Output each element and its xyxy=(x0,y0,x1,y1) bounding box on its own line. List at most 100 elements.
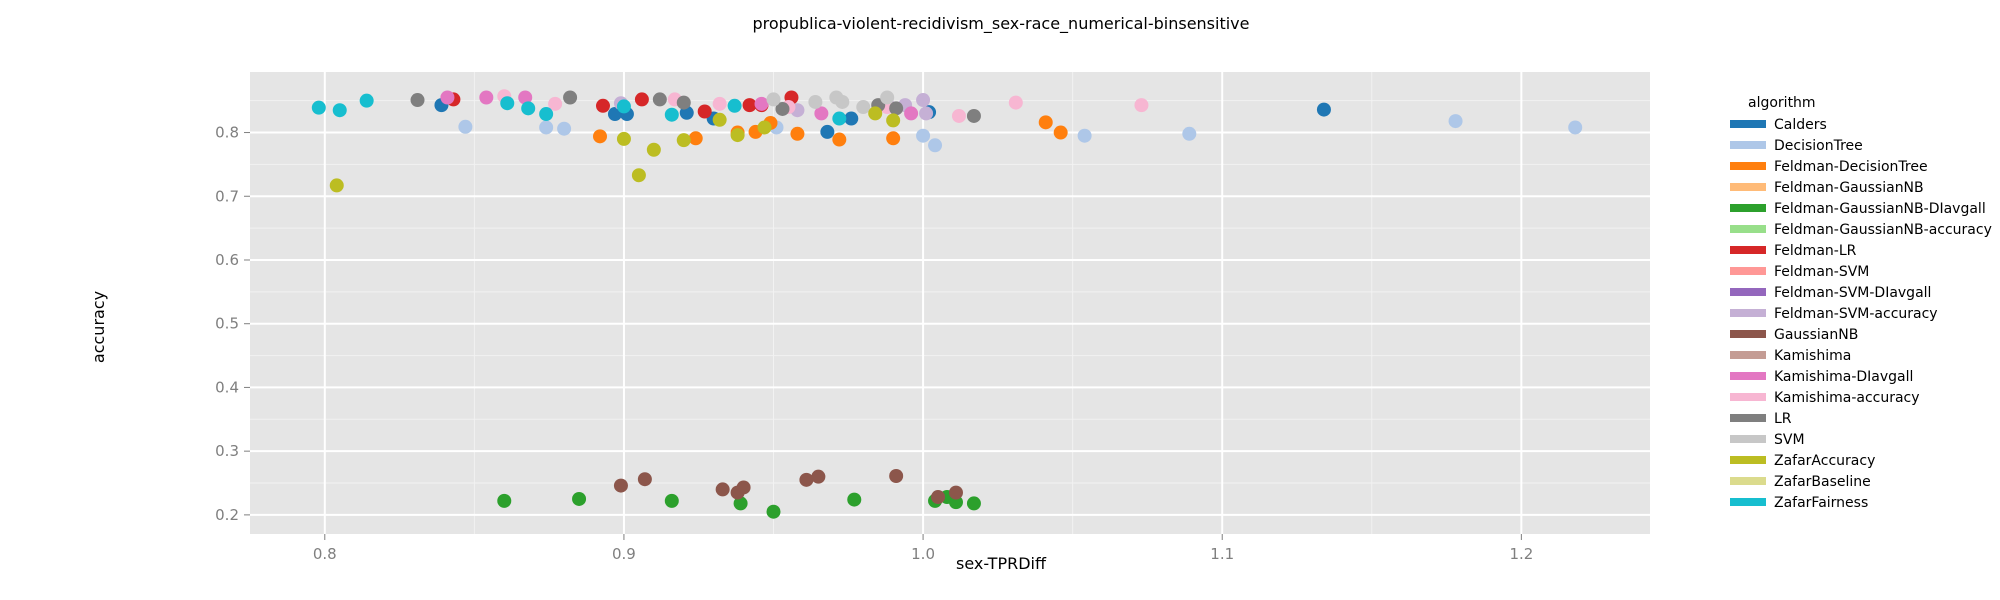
grid xyxy=(250,72,1650,534)
data-point xyxy=(919,106,934,121)
data-point xyxy=(742,98,757,113)
x-axis-ticks: 0.8 0.9 1.0 1.1 1.2 xyxy=(313,534,1533,563)
data-point xyxy=(1134,98,1149,113)
plot-background xyxy=(250,72,1650,534)
legend-title: algorithm xyxy=(1748,95,1816,111)
data-point xyxy=(616,131,631,146)
legend-swatch xyxy=(1730,225,1766,233)
data-point xyxy=(712,96,727,111)
data-point xyxy=(646,142,661,157)
data-point xyxy=(757,120,772,135)
data-point xyxy=(727,98,742,113)
y-axis-title: accuracy xyxy=(89,291,108,363)
y-tick-label: 0.8 xyxy=(215,124,239,142)
data-point xyxy=(847,492,862,507)
data-point xyxy=(844,111,859,126)
legend-swatch xyxy=(1730,183,1766,191)
data-point xyxy=(500,96,515,111)
legend-label: Feldman-GaussianNB xyxy=(1774,180,1924,196)
legend-swatch xyxy=(1730,330,1766,338)
x-tick-label: 0.8 xyxy=(313,545,337,563)
data-point xyxy=(1038,115,1053,130)
legend-label: ZafarAccuracy xyxy=(1774,453,1875,469)
data-point xyxy=(889,101,904,116)
data-point xyxy=(332,103,347,118)
data-point xyxy=(712,112,727,127)
data-point xyxy=(634,92,649,107)
chart-title: propublica-violent-recidivism_sex-race_n… xyxy=(753,14,1250,34)
data-point xyxy=(832,111,847,126)
legend-swatch xyxy=(1730,435,1766,443)
legend-swatch xyxy=(1730,267,1766,275)
legend-items: Calders DecisionTree Feldman-DecisionTree F… xyxy=(1730,117,1992,511)
data-point xyxy=(521,101,536,116)
legend-label: LR xyxy=(1774,411,1792,427)
data-point xyxy=(832,132,847,147)
data-point xyxy=(458,119,473,134)
y-tick-label: 0.3 xyxy=(215,442,239,460)
data-point xyxy=(808,94,823,109)
legend-swatch xyxy=(1730,393,1766,401)
data-point xyxy=(311,100,326,115)
data-point xyxy=(948,485,963,500)
x-tick-label: 1.1 xyxy=(1210,545,1234,563)
legend-swatch xyxy=(1730,246,1766,254)
data-point xyxy=(613,478,628,493)
data-point xyxy=(539,107,554,122)
data-point xyxy=(593,129,607,144)
data-point xyxy=(916,128,931,143)
data-point xyxy=(966,108,981,123)
data-point xyxy=(928,138,943,153)
legend-swatch xyxy=(1730,456,1766,464)
y-tick-label: 0.7 xyxy=(215,187,239,205)
legend-swatch xyxy=(1730,351,1766,359)
legend-label: ZafarBaseline xyxy=(1774,474,1871,490)
data-point xyxy=(548,96,563,111)
data-point xyxy=(880,90,895,105)
data-point xyxy=(736,480,751,495)
data-point xyxy=(637,472,652,487)
legend-swatch xyxy=(1730,141,1766,149)
data-point xyxy=(652,92,667,107)
legend-label: Calders xyxy=(1774,117,1827,133)
data-point xyxy=(664,493,679,508)
data-point xyxy=(595,98,610,113)
legend-label: Feldman-GaussianNB-DIavgall xyxy=(1774,201,1986,217)
x-tick-label: 1.2 xyxy=(1509,545,1533,563)
data-point xyxy=(518,90,533,105)
y-tick-label: 0.2 xyxy=(215,506,239,524)
legend-label: Feldman-SVM-DIavgall xyxy=(1774,285,1931,301)
data-point xyxy=(766,504,781,519)
data-point xyxy=(799,472,814,487)
data-point xyxy=(631,168,646,183)
data-point xyxy=(730,128,745,143)
data-point xyxy=(440,90,455,105)
data-point xyxy=(1568,120,1583,135)
data-point xyxy=(868,106,883,121)
legend-label: Feldman-SVM xyxy=(1774,264,1869,280)
data-point xyxy=(676,133,691,148)
data-point xyxy=(1316,102,1331,117)
data-point xyxy=(688,131,703,146)
data-point xyxy=(557,121,572,136)
data-point xyxy=(616,99,631,114)
legend-label: Feldman-SVM-accuracy xyxy=(1774,306,1938,322)
legend-label: Feldman-LR xyxy=(1774,243,1857,259)
data-point xyxy=(1008,95,1023,110)
y-axis-ticks: 0.2 0.3 0.4 0.5 0.6 0.7 0.8 xyxy=(215,124,250,524)
data-point xyxy=(497,493,512,508)
data-point xyxy=(951,108,966,123)
legend-swatch xyxy=(1730,162,1766,170)
legend-label: ZafarFairness xyxy=(1774,495,1868,511)
legend-label: Kamishima xyxy=(1774,348,1851,364)
data-point xyxy=(835,94,850,109)
data-point xyxy=(697,104,712,119)
legend-label: Feldman-GaussianNB-accuracy xyxy=(1774,222,1992,238)
legend-label: Feldman-DecisionTree xyxy=(1774,159,1928,175)
data-point xyxy=(856,100,871,115)
legend-label: SVM xyxy=(1774,432,1805,448)
data-point xyxy=(966,496,981,511)
y-tick-label: 0.6 xyxy=(215,251,239,269)
data-point xyxy=(539,120,554,135)
